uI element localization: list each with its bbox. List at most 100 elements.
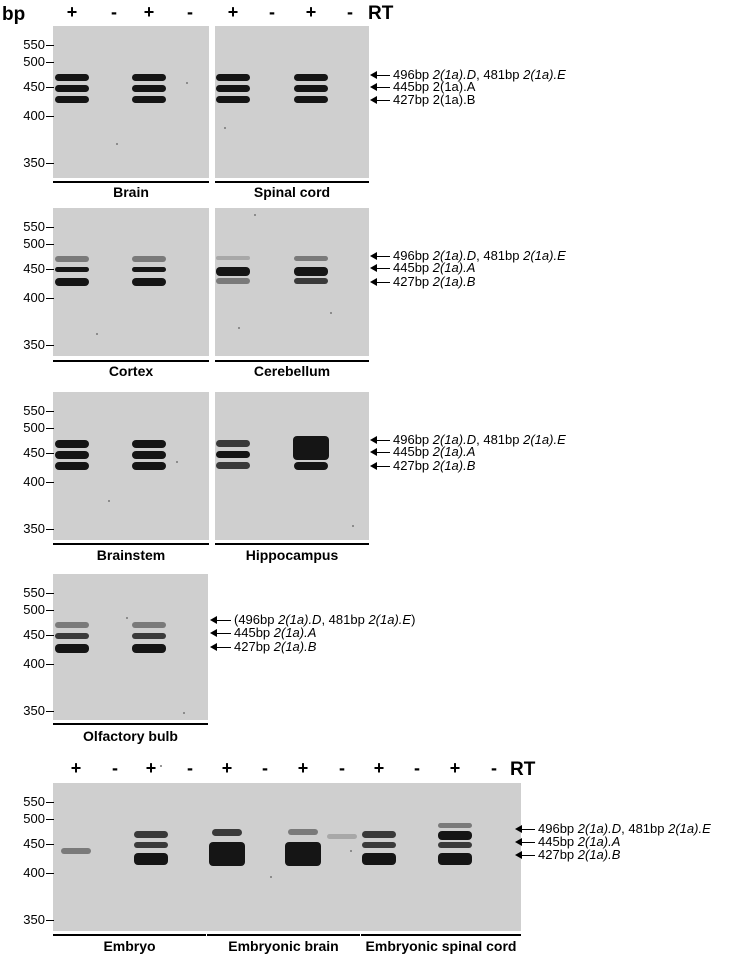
ladder-tick — [46, 593, 54, 594]
band-annotation: 496bp 2(1a).D, 481bp 2(1a).E — [393, 433, 566, 447]
annotation-part: 2(1a).A — [432, 260, 476, 275]
ladder-label: 550 — [23, 794, 45, 809]
band — [134, 842, 168, 848]
ladder-label: 550 — [23, 37, 45, 52]
tissue-separator — [215, 181, 369, 183]
annotation-part: 427bp — [393, 458, 433, 473]
annotation-part: 2(1a).B — [432, 458, 476, 473]
arrowhead-icon — [515, 838, 522, 846]
annotation-part: 2(1a).D — [278, 612, 322, 627]
annotation-part: 2(1a).B — [273, 639, 317, 654]
band — [438, 823, 472, 828]
annotation-part: 2(1a).D — [432, 67, 477, 82]
rt-sign: - — [111, 2, 117, 22]
dust-speck — [116, 143, 118, 145]
arrowhead-icon — [370, 83, 377, 91]
ladder-tick — [46, 920, 54, 921]
annotation-part: 496bp — [393, 432, 433, 447]
ladder-tick — [46, 45, 54, 46]
dust-speck — [176, 461, 178, 463]
arrow-line — [376, 255, 390, 257]
ladder-label: 450 — [23, 627, 45, 642]
rt-sign: + — [227, 2, 239, 22]
annotation-part: 445bp 2(1a).A — [393, 79, 476, 94]
annotation-part: 427bp 2(1a).B — [393, 92, 476, 107]
arrow-line — [521, 828, 535, 830]
rt-label: RT — [368, 3, 394, 24]
band — [212, 829, 242, 836]
dust-speck — [350, 850, 352, 852]
ladder-label: 550 — [23, 219, 45, 234]
annotation-part: , 481bp — [476, 432, 524, 447]
arrowhead-icon — [370, 462, 377, 470]
band — [132, 440, 166, 448]
tissue-separator — [215, 543, 369, 545]
band — [132, 451, 166, 459]
ladder-tick — [46, 711, 54, 712]
arrowhead-icon — [370, 436, 377, 444]
band — [216, 267, 250, 276]
dust-speck — [183, 712, 185, 714]
annotation-part: 445bp — [538, 834, 578, 849]
ladder-label: 350 — [23, 155, 45, 170]
rt-sign: + — [305, 2, 317, 22]
annotation-part: 445bp — [393, 444, 433, 459]
rt-sign: - — [187, 2, 193, 22]
band-annotation: (496bp 2(1a).D, 481bp 2(1a).E) — [234, 613, 415, 627]
tissue-separator — [53, 543, 209, 545]
ladder-tick — [46, 482, 54, 483]
tissue-separator — [215, 360, 369, 362]
band — [438, 853, 472, 865]
dust-speck — [238, 327, 240, 329]
band — [288, 829, 318, 835]
arrowhead-icon — [210, 616, 217, 624]
arrow-line — [376, 86, 390, 88]
annotation-part: 2(1a).D — [577, 821, 622, 836]
tissue-label: Cortex — [108, 363, 154, 379]
band — [132, 633, 166, 639]
band — [294, 278, 328, 284]
band — [55, 278, 89, 286]
band — [294, 267, 328, 276]
ladder-tick — [46, 664, 54, 665]
arrow-line — [216, 646, 231, 648]
band — [294, 85, 328, 92]
band — [132, 267, 166, 272]
arrow-line — [521, 841, 535, 843]
rt-sign: + — [449, 758, 461, 778]
rt-sign: + — [145, 758, 157, 778]
annotation-part: 427bp — [393, 274, 433, 289]
band — [55, 74, 89, 81]
arrowhead-icon — [370, 264, 377, 272]
band — [216, 85, 250, 92]
annotation-part: 2(1a).A — [273, 625, 317, 640]
band — [132, 278, 166, 286]
rt-sign: - — [112, 758, 118, 778]
band — [294, 256, 328, 261]
ladder-label: 550 — [23, 403, 45, 418]
ladder-label: 450 — [23, 445, 45, 460]
ladder-tick — [46, 345, 54, 346]
rt-label: RT — [510, 759, 536, 780]
arrowhead-icon — [370, 278, 377, 286]
tissue-label: Hippocampus — [245, 547, 339, 563]
arrowhead-icon — [370, 71, 377, 79]
band-annotation: 427bp 2(1a).B — [234, 640, 316, 654]
ladder-label: 500 — [23, 54, 45, 69]
dust-speck — [186, 82, 188, 84]
band-annotation: 496bp 2(1a).D, 481bp 2(1a).E — [538, 822, 711, 836]
band — [216, 462, 250, 469]
arrow-line — [376, 99, 390, 101]
band-annotation: 445bp 2(1a).A — [538, 835, 620, 849]
annotation-part: 445bp — [393, 260, 433, 275]
band — [61, 848, 91, 854]
band — [134, 853, 168, 865]
annotation-part: 496bp — [393, 248, 433, 263]
rt-sign: + — [221, 758, 233, 778]
band — [294, 96, 328, 103]
arrowhead-icon — [210, 643, 217, 651]
ladder-tick — [46, 529, 54, 530]
ladder-tick — [46, 802, 54, 803]
band-annotation: 496bp 2(1a).D, 481bp 2(1a).E — [393, 249, 566, 263]
ladder-label: 350 — [23, 337, 45, 352]
